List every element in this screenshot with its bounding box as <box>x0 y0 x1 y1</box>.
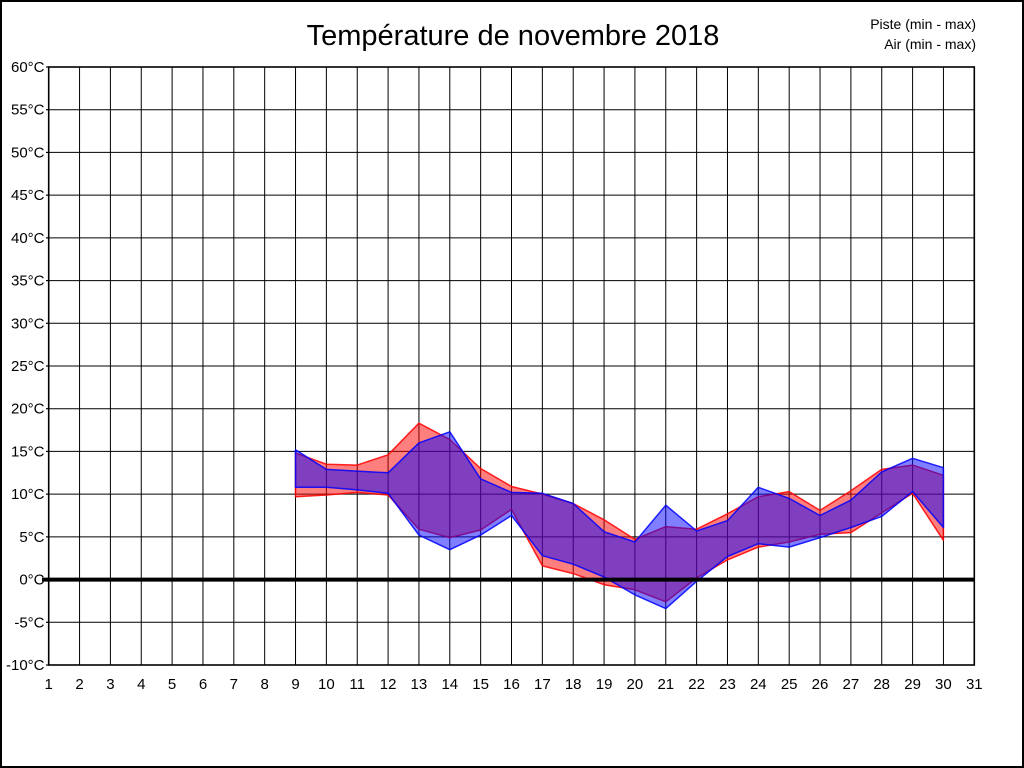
x-tick-label: 3 <box>106 676 114 693</box>
x-tick-label: 17 <box>534 676 551 693</box>
y-tick-label: 35°C <box>11 273 45 290</box>
x-tick-label: 2 <box>75 676 83 693</box>
y-tick-label: 40°C <box>11 230 45 247</box>
y-tick-label: 45°C <box>11 187 45 204</box>
y-tick-label: -5°C <box>14 614 44 631</box>
x-axis-labels: 1 2 3 4 5 6 7 8 9 10 11 12 13 14 15 16 17 18 19 20 21 22 23 24 2… <box>45 676 983 693</box>
x-tick-label: 16 <box>503 676 520 693</box>
y-tick-label: 15°C <box>11 443 45 460</box>
chart-title: Température de novembre 2018 <box>307 20 720 52</box>
grid <box>48 66 975 666</box>
x-tick-label: 31 <box>966 676 983 693</box>
y-tick-label: 10°C <box>11 486 45 503</box>
x-tick-label: 1 <box>45 676 53 693</box>
x-tick-label: 13 <box>411 676 428 693</box>
x-tick-label: 14 <box>441 676 458 693</box>
x-tick-label: 28 <box>873 676 890 693</box>
x-tick-label: 15 <box>472 676 489 693</box>
y-tick-label: 0°C <box>19 572 44 589</box>
x-tick-label: 7 <box>230 676 238 693</box>
x-tick-label: 23 <box>719 676 736 693</box>
x-tick-label: 5 <box>168 676 176 693</box>
y-tick-label: 55°C <box>11 102 45 119</box>
y-tick-label: 30°C <box>11 315 45 332</box>
x-tick-label: 6 <box>199 676 207 693</box>
x-tick-label: 24 <box>750 676 767 693</box>
x-tick-label: 11 <box>349 676 365 693</box>
x-tick-label: 18 <box>565 676 582 693</box>
x-tick-label: 21 <box>657 676 674 693</box>
plot-area: 60°C55°C50°C45°C40°C35°C30°C25°C20°C15°C… <box>6 59 983 693</box>
y-axis-labels: 60°C 55°C 50°C 45°C 40°C 35°C 30°C 25°C 20°C 15°C… <box>6 59 45 674</box>
y-tick-label: 50°C <box>11 144 45 161</box>
x-tick-label: 22 <box>688 676 705 693</box>
x-tick-label: 27 <box>843 676 860 693</box>
y-tick-label: 60°C <box>11 59 45 76</box>
x-tick-label: 29 <box>904 676 921 693</box>
y-tick-label: 25°C <box>11 358 45 375</box>
x-tick-label: 20 <box>627 676 644 693</box>
x-tick-label: 12 <box>380 676 397 693</box>
x-tick-label: 30 <box>935 676 952 693</box>
x-tick-label: 8 <box>261 676 269 693</box>
y-tick-label: 5°C <box>19 529 44 546</box>
x-tick-label: 19 <box>596 676 613 693</box>
x-tick-label: 9 <box>291 676 299 693</box>
legend-air-label: Air (min - max) <box>884 36 976 52</box>
x-tick-label: 10 <box>318 676 335 693</box>
legend-piste-label: Piste (min - max) <box>870 16 976 32</box>
x-tick-label: 4 <box>137 676 145 693</box>
x-tick-label: 25 <box>781 676 798 693</box>
air-band <box>294 431 945 610</box>
y-tick-label: -10°C <box>6 657 45 674</box>
y-tick-label: 20°C <box>11 401 45 418</box>
x-tick-label: 26 <box>812 676 829 693</box>
